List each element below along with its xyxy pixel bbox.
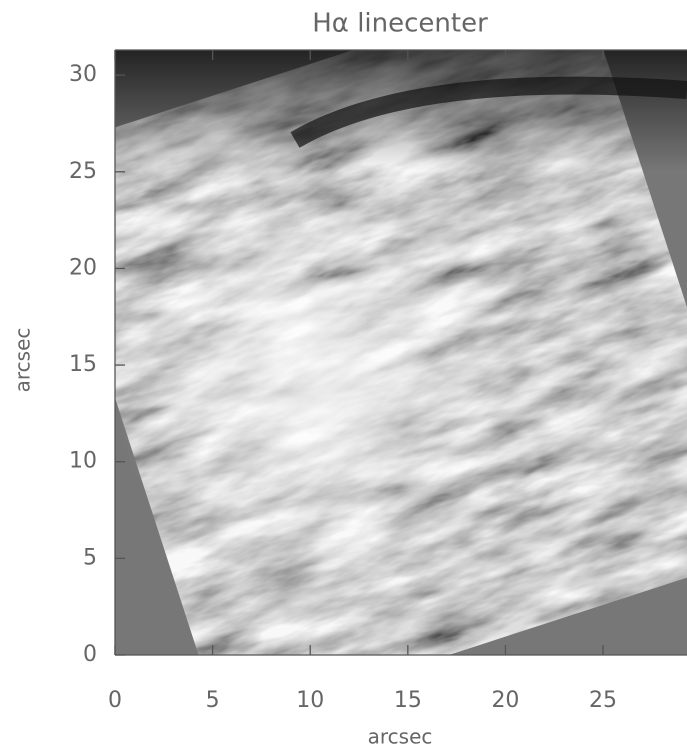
y-tick-label: 20 (69, 255, 97, 280)
x-tick-label: 5 (206, 688, 220, 713)
chart: Hα linecenter arcsec arcsec 0 5 10 15 20 25 0 5… (0, 0, 687, 751)
image-top (115, 50, 687, 655)
x-axis-label: arcsec (368, 725, 433, 749)
x-tick-label: 20 (491, 688, 519, 713)
y-tick-label: 10 (69, 449, 97, 474)
y-tick-label: 5 (83, 545, 97, 570)
x-tick-label: 25 (589, 688, 617, 713)
x-tick-label: 0 (108, 688, 122, 713)
y-tick-label: 25 (69, 159, 97, 184)
y-tick-label: 0 (83, 642, 97, 667)
y-tick-label: 30 (69, 62, 97, 87)
x-tick-label: 10 (296, 688, 324, 713)
plot-area (36, 0, 687, 729)
x-tick-label: 15 (394, 688, 422, 713)
y-tick-label: 15 (69, 352, 97, 377)
chart-title: Hα linecenter (312, 9, 488, 39)
y-axis-label: arcsec (11, 328, 35, 393)
